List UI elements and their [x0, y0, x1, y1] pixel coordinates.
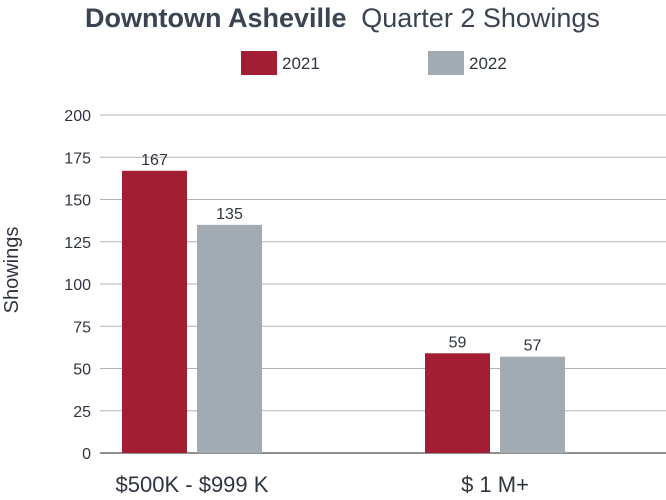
x-category-label: $500K - $999 K: [116, 472, 269, 497]
bar-2021-2: [425, 353, 490, 453]
y-tick-label: 150: [64, 193, 91, 210]
y-axis-label: Showings: [1, 227, 23, 314]
bar-2022-1: [197, 224, 262, 453]
legend-swatch-2022: [428, 51, 464, 75]
legend: 2021 2022: [241, 51, 507, 75]
y-tick-label: 25: [73, 404, 91, 421]
data-label: 57: [524, 338, 542, 355]
x-category-label: $ 1 M+: [461, 472, 529, 497]
gridlines: [100, 114, 666, 454]
data-label: 135: [216, 206, 243, 223]
legend-label-2022: 2022: [469, 54, 507, 73]
chart-title-bold: Downtown Asheville: [85, 3, 347, 33]
y-tick-label: 100: [64, 277, 91, 294]
legend-swatch-2021: [241, 51, 277, 75]
y-tick-label: 0: [82, 446, 91, 463]
y-tick-label: 175: [64, 150, 91, 167]
bars: [122, 170, 565, 453]
data-label: 59: [449, 334, 467, 351]
y-tick-label: 200: [64, 108, 91, 125]
x-axis-categories: $500K - $999 K $ 1 M+: [116, 472, 529, 497]
y-axis-ticks: 0 25 50 75 100 125 150 175 200: [64, 108, 91, 463]
data-labels: 167 135 59 57: [141, 152, 541, 355]
bar-2022-2: [500, 356, 565, 453]
chart-title-rest: Quarter 2 Showings: [361, 3, 600, 33]
y-tick-label: 50: [73, 362, 91, 379]
y-tick-label: 75: [73, 319, 91, 336]
y-tick-label: 125: [64, 235, 91, 252]
data-label: 167: [141, 152, 168, 169]
legend-label-2021: 2021: [282, 54, 320, 73]
bar-2021-1: [122, 170, 187, 453]
chart-title: Downtown Asheville Quarter 2 Showings: [85, 3, 600, 33]
